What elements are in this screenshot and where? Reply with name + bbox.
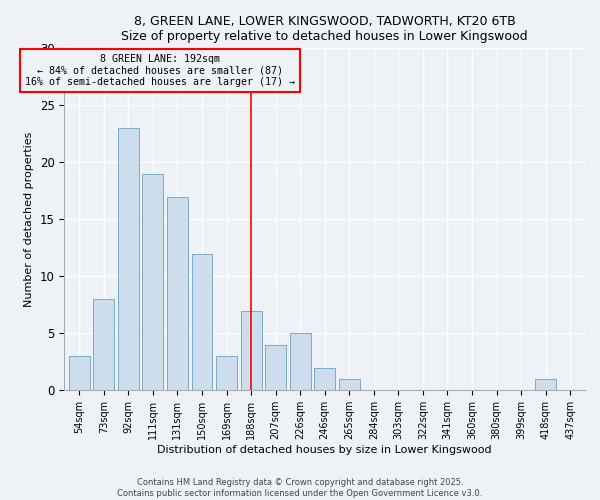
Bar: [265, 344, 286, 391]
Y-axis label: Number of detached properties: Number of detached properties: [25, 132, 34, 307]
Bar: [314, 368, 335, 390]
X-axis label: Distribution of detached houses by size in Lower Kingswood: Distribution of detached houses by size …: [157, 445, 492, 455]
Bar: [69, 356, 89, 390]
Bar: [535, 379, 556, 390]
Bar: [118, 128, 139, 390]
Text: Contains HM Land Registry data © Crown copyright and database right 2025.
Contai: Contains HM Land Registry data © Crown c…: [118, 478, 482, 498]
Bar: [94, 299, 114, 390]
Bar: [241, 310, 262, 390]
Bar: [167, 196, 188, 390]
Bar: [339, 379, 360, 390]
Title: 8, GREEN LANE, LOWER KINGSWOOD, TADWORTH, KT20 6TB
Size of property relative to : 8, GREEN LANE, LOWER KINGSWOOD, TADWORTH…: [121, 15, 528, 43]
Bar: [216, 356, 237, 390]
Text: 8 GREEN LANE: 192sqm
← 84% of detached houses are smaller (87)
16% of semi-detac: 8 GREEN LANE: 192sqm ← 84% of detached h…: [25, 54, 295, 87]
Bar: [142, 174, 163, 390]
Bar: [290, 334, 311, 390]
Bar: [191, 254, 212, 390]
